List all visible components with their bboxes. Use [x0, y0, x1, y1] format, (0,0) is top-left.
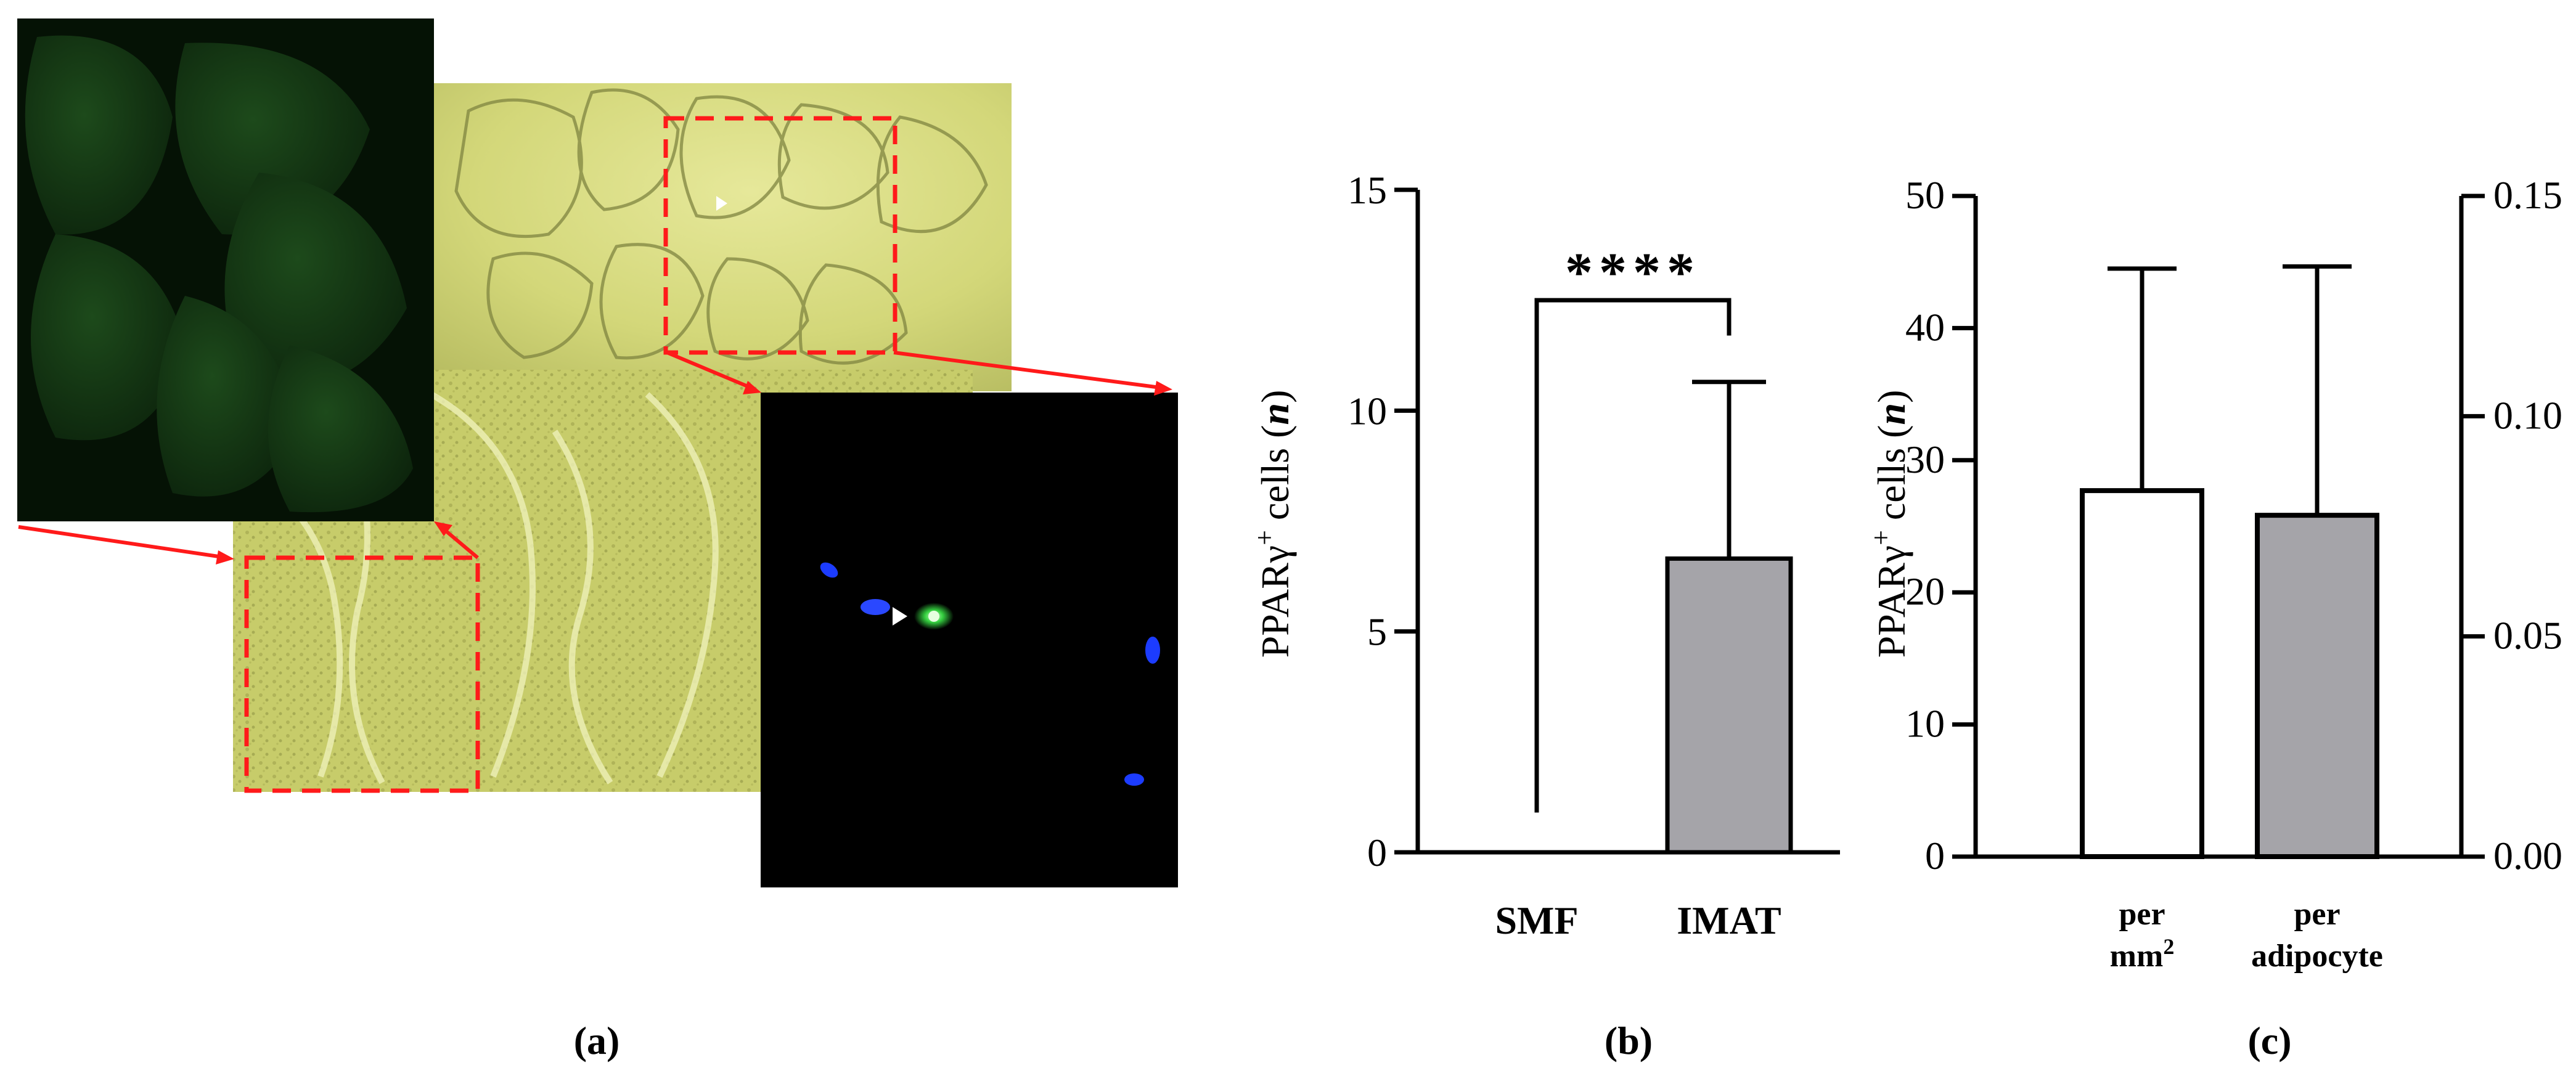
chart-c-left-y-tick-label: 20	[1905, 569, 1945, 613]
chart-c-y-label-italic: n	[1870, 403, 1913, 425]
chart-c-y-label: PPARγ+ cells (n)	[1866, 390, 1914, 658]
chart-b-y-label: PPARγ+ cells (n)	[1249, 390, 1298, 658]
chart-c-left-y-tick-label: 50	[1905, 173, 1945, 217]
chart-b-y-tick-label: 15	[1347, 168, 1387, 212]
chart-c-x-tick-label-text: mm	[2110, 939, 2164, 974]
chart-b-significance-label: ****	[1565, 242, 1701, 303]
chart-b-y-label-main: PPARγ	[1253, 545, 1297, 658]
chart-c-x-tick-label-line2: mm2	[2110, 934, 2175, 974]
dapi-nucleus	[1145, 637, 1160, 664]
chart-c-bar-per-adipocyte	[2255, 513, 2379, 859]
chart-b-y-label-sup: +	[1249, 530, 1280, 545]
chart-b-y-tick-label: 10	[1347, 389, 1387, 433]
panel-label-a: (a)	[574, 1019, 620, 1062]
chart-c-right-y-tick-label: 0.10	[2493, 393, 2562, 437]
panel-label-c: (c)	[2247, 1019, 2291, 1062]
chart-b-y-label-end: )	[1253, 390, 1297, 403]
chart-c-bar-per-mm2	[2080, 488, 2204, 859]
chart-c-y-label-mid: cells (	[1870, 425, 1913, 530]
dapi-nucleus	[1124, 773, 1144, 786]
chart-b: 0 5 10 15 SMF IMAT **** PPARγ+ cells (n)	[1249, 168, 1840, 942]
chart-b-y-label-mid: cells (	[1253, 425, 1297, 530]
chart-c-y-label-sup: +	[1866, 530, 1896, 545]
chart-c-right-y-tick-label: 0.05	[2493, 614, 2562, 658]
chart-c-right-y-tick-label: 0.15	[2493, 173, 2562, 217]
chart-c-y-label-end: )	[1870, 390, 1913, 403]
panel-label-b: (b)	[1605, 1019, 1653, 1062]
chart-c-x-tick-label-sup: 2	[2163, 934, 2174, 959]
dashed-box-adipose	[663, 116, 898, 355]
chart-b-x-tick-label: SMF	[1495, 899, 1578, 942]
fluorescence-adipose-panel	[761, 393, 1178, 887]
chart-c-left-y-tick-label: 0	[1925, 834, 1945, 878]
chart-c-x-tick-label-text: adipocyte	[2251, 939, 2383, 974]
dapi-nucleus	[820, 562, 838, 578]
fluorescence-muscle-fibers	[25, 35, 413, 513]
chart-b-bar-imat	[1665, 556, 1793, 855]
white-arrowhead-icon	[893, 607, 907, 626]
panel-a-micrograph	[17, 18, 1178, 887]
chart-c-right-y-tick-label: 0.00	[2493, 834, 2562, 878]
connector-arrows	[18, 351, 1172, 564]
chart-b-x-tick-label: IMAT	[1677, 899, 1781, 942]
brightfield-fat-cells	[454, 88, 988, 365]
brightfield-muscle-fibers	[239, 391, 941, 785]
dapi-nucleus	[861, 599, 890, 615]
chart-c: 010203040500.000.050.100.15permm2peradip…	[1866, 173, 2563, 974]
chart-c-x-tick-label-line2: adipocyte	[2251, 939, 2383, 974]
chart-c-left-y-tick-label: 10	[1905, 702, 1945, 746]
chart-c-left-y-tick-label: 40	[1905, 305, 1945, 349]
chart-b-y-tick-label: 0	[1367, 831, 1387, 874]
white-arrowhead-icon	[716, 196, 727, 211]
chart-c-left-y-tick-label: 30	[1905, 438, 1945, 481]
dashed-box-muscle	[244, 555, 480, 793]
chart-b-y-label-italic: n	[1253, 403, 1297, 425]
chart-c-x-tick-label-line1: per	[2294, 897, 2340, 932]
pparg-positive-cell-core	[928, 611, 939, 622]
chart-c-y-label-main: PPARγ	[1870, 545, 1913, 658]
chart-b-y-tick-label: 5	[1367, 610, 1387, 654]
chart-c-x-tick-label-line1: per	[2119, 897, 2165, 932]
chart-b-significance-bracket	[1534, 298, 1732, 813]
